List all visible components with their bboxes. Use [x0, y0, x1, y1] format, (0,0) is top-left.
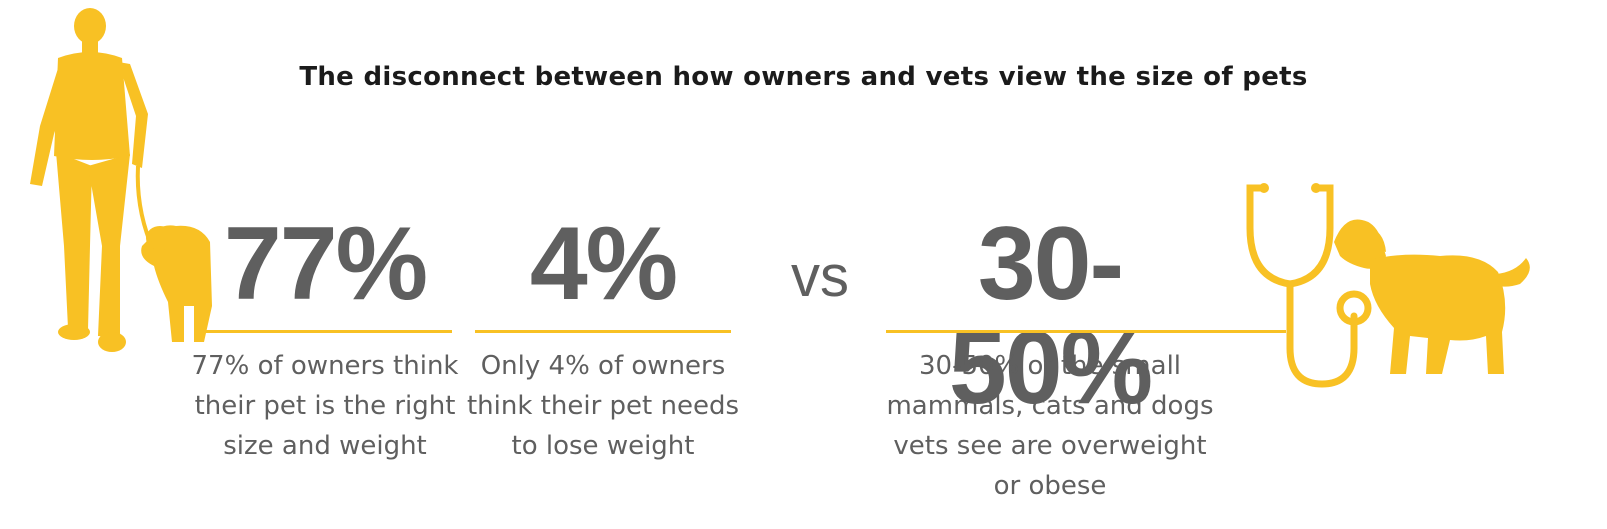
versus-label: vs — [791, 244, 849, 309]
description-line: or obese — [993, 471, 1107, 501]
description-line: size and weight — [223, 431, 427, 461]
infographic-title: The disconnect between how owners and ve… — [299, 62, 1308, 92]
description-line: mammals, cats and dogs — [886, 391, 1214, 421]
description-line: 77% of owners think — [191, 351, 459, 381]
stat-description-owners-right-size: 77% of owners think their pet is the rig… — [190, 346, 460, 466]
stat-description-owners-lose-weight: Only 4% of owners think their pet needs … — [464, 346, 742, 466]
accent-divider — [886, 330, 1286, 333]
description-line: Only 4% of owners — [480, 351, 726, 381]
stat-value-owners-right-size: 77% — [223, 206, 428, 322]
stat-description-vets-overweight: 30-50% of the small mammals, cats and do… — [880, 346, 1220, 506]
person-walking-dog-icon — [30, 8, 212, 352]
description-line: to lose weight — [511, 431, 695, 461]
description-line: think their pet needs — [466, 391, 740, 421]
stethoscope-icon — [1246, 183, 1372, 388]
accent-divider — [475, 330, 731, 333]
stat-value-owners-lose-weight: 4% — [529, 206, 678, 322]
description-line: 30-50% of the small — [918, 351, 1182, 381]
dog-icon — [1334, 219, 1530, 374]
description-line: their pet is the right — [194, 391, 456, 421]
stat-value-vets-overweight: 30-50% — [948, 206, 1153, 426]
accent-divider — [200, 330, 452, 333]
description-line: vets see are overweight — [893, 431, 1207, 461]
